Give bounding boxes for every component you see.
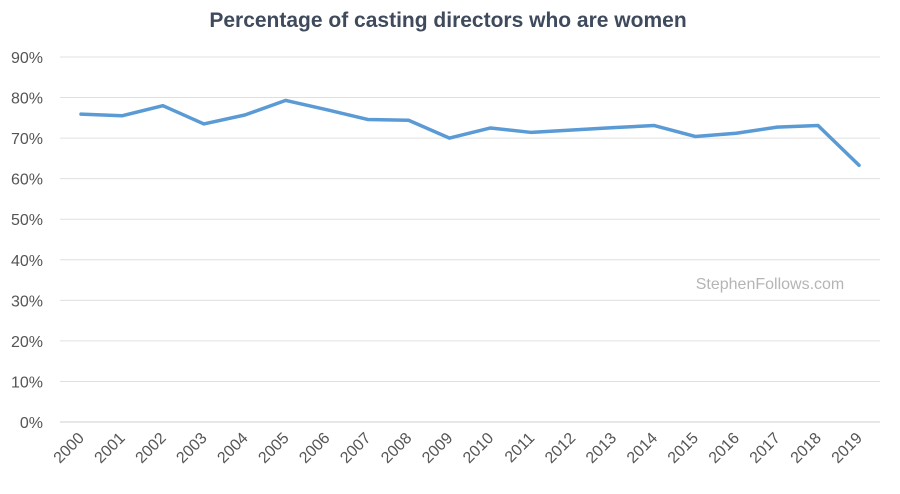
x-tick-label: 2008 — [378, 430, 415, 467]
x-tick-label: 2012 — [542, 430, 579, 467]
data-point-2010 — [488, 126, 492, 130]
data-point-2006 — [325, 108, 329, 112]
x-tick-label: 2001 — [92, 430, 129, 467]
gridlines — [60, 56, 880, 423]
data-point-2009 — [448, 136, 452, 140]
x-tick-label: 2004 — [214, 430, 251, 467]
y-tick-label: 30% — [11, 293, 43, 310]
x-tick-label: 2006 — [296, 430, 333, 467]
data-point-2001 — [120, 114, 124, 118]
x-axis-tick-labels: 2000 2001 2002 2003 2004 2005 2006 2007 2008 2009… — [51, 430, 866, 467]
data-point-2000 — [79, 112, 83, 116]
x-tick-label: 2017 — [747, 430, 784, 467]
y-axis-tick-labels: 0% 10% 20% 30% 40% 50% 60% 70% 80% 90% — [11, 50, 43, 432]
data-point-2015 — [693, 134, 697, 138]
x-tick-label: 2000 — [51, 430, 88, 467]
y-tick-label: 70% — [11, 131, 43, 148]
y-tick-label: 90% — [11, 50, 43, 67]
data-point-2005 — [284, 98, 288, 102]
x-tick-label: 2003 — [173, 430, 210, 467]
data-point-2008 — [407, 118, 411, 122]
x-tick-label: 2002 — [133, 430, 170, 467]
y-tick-label: 60% — [11, 172, 43, 189]
x-tick-label: 2011 — [502, 430, 538, 466]
data-point-2016 — [734, 131, 738, 135]
data-point-2004 — [243, 113, 247, 117]
x-tick-label: 2015 — [665, 430, 702, 467]
data-point-2002 — [161, 104, 165, 108]
y-tick-label: 0% — [20, 415, 43, 432]
x-tick-label: 2009 — [419, 430, 456, 467]
x-tick-label: 2005 — [255, 430, 292, 467]
y-tick-label: 10% — [11, 374, 43, 391]
data-point-2003 — [202, 122, 206, 126]
y-tick-label: 80% — [11, 91, 43, 108]
x-tick-label: 2007 — [337, 430, 374, 467]
series-line — [79, 98, 861, 168]
x-tick-label: 2010 — [460, 430, 497, 467]
data-point-2018 — [816, 124, 820, 128]
x-tick-label: 2018 — [788, 430, 825, 467]
y-tick-label: 20% — [11, 334, 43, 351]
chart-title: Percentage of casting directors who are … — [209, 9, 686, 32]
y-tick-label: 40% — [11, 253, 43, 270]
data-point-2014 — [652, 124, 656, 128]
x-tick-label: 2013 — [583, 430, 620, 467]
data-point-2017 — [775, 125, 779, 129]
x-tick-label: 2019 — [829, 430, 866, 467]
data-point-2011 — [529, 130, 533, 134]
series-layer — [79, 98, 861, 168]
data-point-2007 — [366, 117, 370, 121]
data-point-2019 — [857, 163, 861, 167]
data-point-2013 — [611, 126, 615, 130]
y-tick-label: 50% — [11, 212, 43, 229]
x-tick-label: 2016 — [706, 430, 743, 467]
data-point-2012 — [570, 128, 574, 132]
watermark-text: StephenFollows.com — [696, 276, 845, 293]
x-tick-label: 2014 — [624, 430, 661, 467]
